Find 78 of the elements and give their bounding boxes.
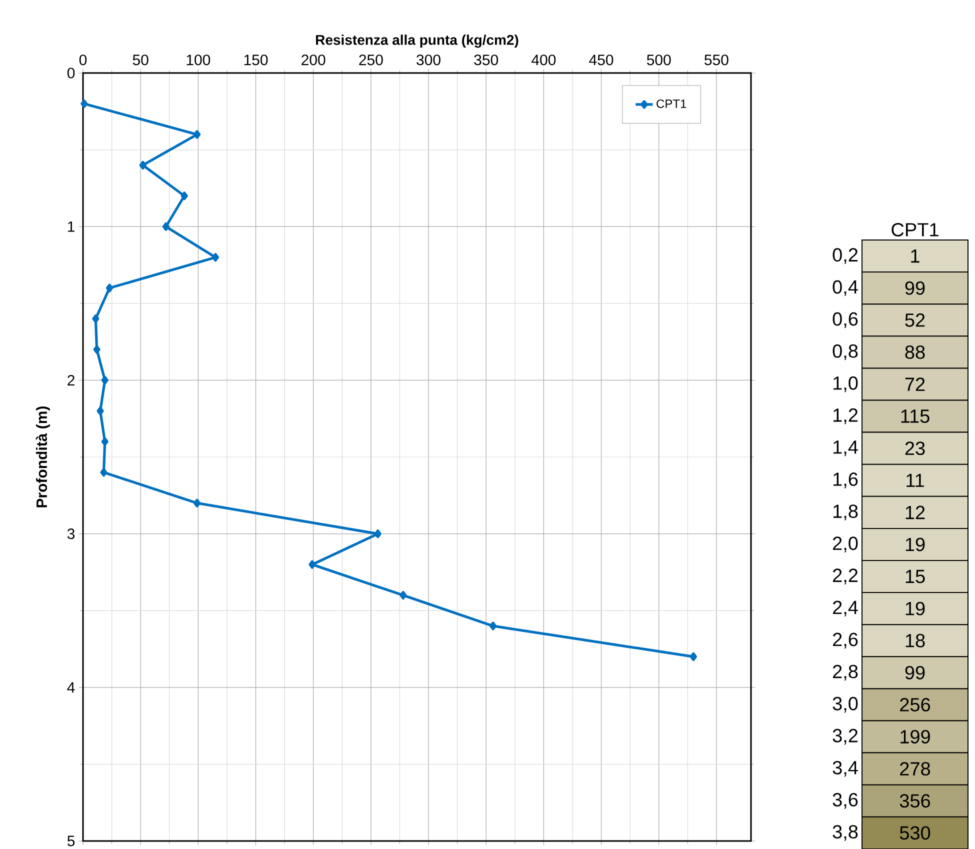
y-tick-label: 1,6 <box>834 472 858 488</box>
point <box>212 253 220 262</box>
y-tick-label: 3,0 <box>832 696 858 713</box>
data-label: 530 <box>900 826 930 840</box>
y-tick-label: 0,4 <box>832 280 858 296</box>
data-label: 12 <box>906 506 925 520</box>
point <box>101 437 108 446</box>
data-label: 256 <box>900 698 930 712</box>
x-tick-label: 450 <box>589 54 614 66</box>
x-tick-label: 500 <box>646 54 671 66</box>
point <box>162 222 170 231</box>
y-tick-label: 3,6 <box>832 793 858 809</box>
point <box>96 406 104 416</box>
data-label: 15 <box>906 570 925 584</box>
point <box>193 130 201 139</box>
point <box>106 284 114 292</box>
point <box>139 160 146 170</box>
point <box>374 530 382 538</box>
point <box>690 652 697 661</box>
y-tick-label: 5 <box>67 836 75 846</box>
y-tick-label: 2,0 <box>833 536 858 552</box>
y-tick-label: 3,8 <box>832 825 858 841</box>
data-label: 52 <box>905 313 925 327</box>
x-tick-label: 300 <box>416 54 440 66</box>
y-tick-label: 0,8 <box>832 344 858 360</box>
point <box>92 314 100 324</box>
y-tick-label: 2,4 <box>833 600 858 616</box>
x-tick-label: 150 <box>244 54 268 66</box>
x-tick-label: 50 <box>132 54 148 66</box>
x-tick-label: 250 <box>359 54 383 66</box>
point <box>180 192 188 200</box>
y-tick-label: 3,2 <box>832 728 858 745</box>
data-label: 23 <box>905 442 925 456</box>
point <box>80 99 88 108</box>
point <box>193 498 201 508</box>
x-tick-label: 350 <box>474 54 498 66</box>
legend-label: CPT1 <box>656 100 686 108</box>
y-tick-label: 3 <box>67 528 75 540</box>
data-label: 1 <box>911 250 920 263</box>
data-label: 115 <box>901 410 930 423</box>
data-label: 19 <box>906 538 925 552</box>
x-tick-label: 100 <box>186 54 210 66</box>
data-label: 356 <box>900 794 930 808</box>
data-label: 72 <box>905 378 925 391</box>
y-tick-label: 1,0 <box>834 376 858 392</box>
data-label: 278 <box>900 762 930 776</box>
y-tick-label: 2 <box>68 374 74 386</box>
y-tick-label: 4 <box>67 682 75 693</box>
point <box>93 345 100 354</box>
point <box>400 590 407 600</box>
y-tick-label: 2,8 <box>833 664 858 681</box>
data-label: 11 <box>906 474 924 487</box>
x-tick-label: 0 <box>79 54 87 66</box>
y-tick-label: 2,6 <box>833 632 858 648</box>
data-label: 19 <box>906 602 925 616</box>
x-axis-title: Resistenza alla punta (kg/cm2) <box>316 34 518 48</box>
point <box>308 560 316 569</box>
y-tick-label: 2,2 <box>833 568 858 584</box>
y-tick-label: 3,4 <box>832 760 858 777</box>
x-tick-label: 550 <box>704 54 728 66</box>
y-tick-label: 1,8 <box>834 504 858 520</box>
point <box>100 468 108 477</box>
y-tick-label: 0,6 <box>832 312 858 328</box>
y-tick-label: 0,2 <box>832 248 858 264</box>
x-tick-label: 200 <box>302 54 326 66</box>
data-label: 99 <box>905 666 925 680</box>
y-axis-title: Profondità (m) <box>36 406 50 508</box>
x-tick-label: 400 <box>532 54 556 66</box>
point <box>101 376 108 385</box>
y-tick-label: 1 <box>68 221 74 232</box>
y-tick-label: 0 <box>67 68 75 78</box>
data-label: 88 <box>905 345 925 359</box>
point <box>489 622 497 630</box>
data-label: 18 <box>906 634 925 648</box>
data-label: 99 <box>905 281 925 295</box>
y-tick-label: 1,4 <box>834 440 858 456</box>
y-tick-label: 1,2 <box>834 408 858 424</box>
data-label: 199 <box>900 730 930 744</box>
